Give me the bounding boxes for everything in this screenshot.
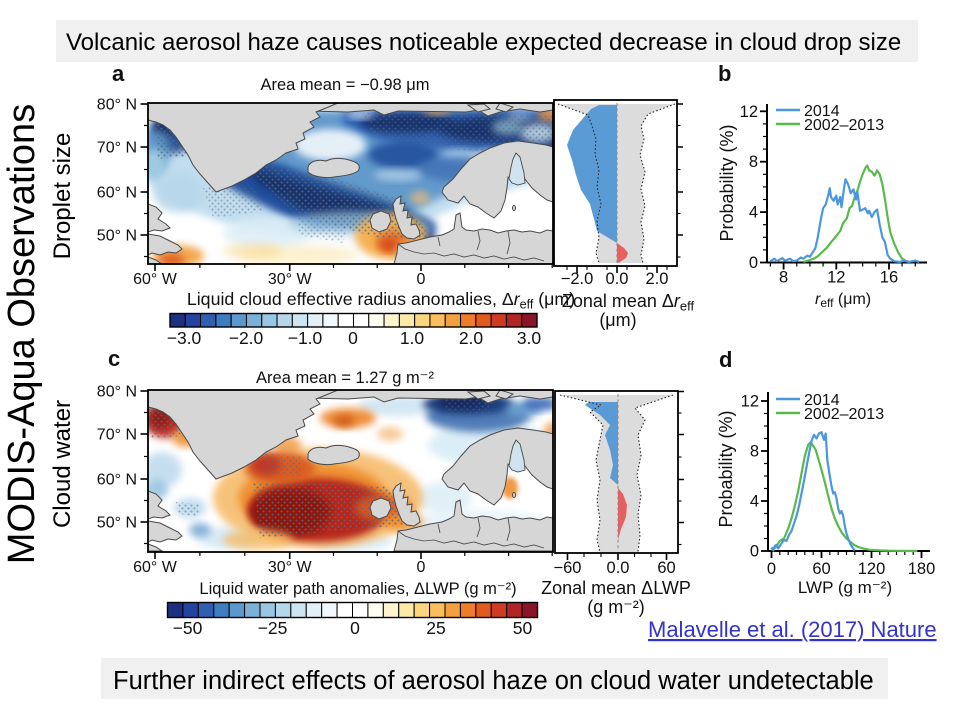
svg-text:4: 4	[749, 204, 758, 222]
svg-text:Further indirect effects of ae: Further indirect effects of aerosol haze…	[113, 667, 874, 695]
svg-text:80° N: 80° N	[97, 384, 137, 401]
svg-text:Probability (%): Probability (%)	[717, 124, 737, 241]
svg-text:60° N: 60° N	[97, 185, 137, 202]
svg-text:Zonal mean Δreff: Zonal mean Δreff	[562, 291, 695, 314]
svg-text:Cloud water: Cloud water	[49, 400, 76, 528]
svg-text:−2.0: −2.0	[229, 328, 264, 348]
svg-text:(μm): (μm)	[599, 310, 636, 330]
svg-text:a: a	[112, 61, 125, 86]
svg-text:60° N: 60° N	[97, 472, 137, 489]
svg-text:0: 0	[348, 328, 358, 348]
svg-text:12: 12	[740, 103, 758, 121]
svg-text:b: b	[718, 61, 731, 86]
svg-text:Area mean = 1.27 g m⁻²: Area mean = 1.27 g m⁻²	[256, 369, 434, 387]
svg-text:0: 0	[749, 254, 758, 272]
svg-text:70° N: 70° N	[97, 140, 137, 157]
svg-text:−3.0: −3.0	[167, 328, 202, 348]
svg-text:Liquid cloud effective radius: Liquid cloud effective radius anomalies,…	[187, 289, 575, 312]
svg-text:30° W: 30° W	[268, 559, 313, 576]
svg-text:0: 0	[350, 618, 360, 638]
svg-text:−60: −60	[554, 559, 582, 577]
svg-text:Area mean = −0.98 μm: Area mean = −0.98 μm	[260, 76, 429, 94]
svg-text:60° W: 60° W	[133, 271, 178, 288]
svg-text:2014: 2014	[804, 392, 840, 409]
svg-text:120: 120	[858, 560, 886, 578]
svg-text:60: 60	[657, 559, 675, 577]
svg-text:Malavelle et al. (2017) Nature: Malavelle et al. (2017) Nature	[648, 617, 937, 642]
svg-text:50: 50	[513, 618, 533, 638]
svg-text:1.0: 1.0	[400, 328, 425, 348]
svg-text:60° W: 60° W	[133, 559, 178, 576]
svg-text:4: 4	[750, 493, 759, 511]
svg-text:reff (μm): reff (μm)	[815, 291, 871, 310]
svg-text:c: c	[108, 346, 120, 371]
svg-text:70° N: 70° N	[97, 427, 137, 444]
svg-text:8: 8	[750, 443, 759, 461]
svg-text:16: 16	[880, 269, 898, 287]
svg-text:Volcanic aerosol haze causes n: Volcanic aerosol haze causes noticeable …	[66, 29, 901, 56]
svg-text:−25: −25	[258, 618, 288, 638]
svg-text:2014: 2014	[804, 103, 840, 120]
svg-text:180: 180	[908, 560, 936, 578]
svg-text:−1.0: −1.0	[288, 328, 323, 348]
svg-text:80° N: 80° N	[97, 97, 137, 114]
svg-text:Liquid water path anomalies, Δ: Liquid water path anomalies, ΔLWP (g m⁻²…	[199, 580, 516, 598]
svg-text:8: 8	[749, 153, 758, 171]
svg-text:(g m⁻²): (g m⁻²)	[587, 597, 645, 617]
svg-text:0: 0	[767, 560, 776, 578]
svg-text:30° W: 30° W	[268, 271, 313, 288]
svg-text:Probability (%): Probability (%)	[716, 410, 736, 527]
svg-text:60: 60	[812, 560, 830, 578]
svg-text:2002–2013: 2002–2013	[804, 406, 884, 423]
svg-text:8: 8	[779, 269, 788, 287]
svg-text:Zonal mean ΔLWP: Zonal mean ΔLWP	[541, 578, 691, 598]
svg-text:3.0: 3.0	[517, 328, 542, 348]
svg-text:0: 0	[417, 271, 426, 288]
svg-text:LWP (g m⁻²): LWP (g m⁻²)	[798, 578, 892, 597]
svg-text:50° N: 50° N	[97, 515, 137, 532]
svg-text:0: 0	[417, 559, 426, 576]
svg-text:0.0: 0.0	[607, 559, 630, 577]
svg-text:12: 12	[741, 393, 759, 411]
svg-text:2.0: 2.0	[646, 270, 669, 288]
svg-text:25: 25	[426, 618, 445, 638]
svg-text:−50: −50	[173, 618, 203, 638]
svg-text:Droplet size: Droplet size	[49, 133, 76, 260]
svg-text:2002–2013: 2002–2013	[804, 117, 884, 134]
svg-text:50° N: 50° N	[97, 228, 137, 245]
svg-text:12: 12	[827, 269, 845, 287]
svg-text:MODIS-Aqua Observations: MODIS-Aqua Observations	[1, 104, 43, 564]
svg-text:0.0: 0.0	[606, 270, 629, 288]
svg-text:0: 0	[750, 543, 759, 561]
svg-text:d: d	[719, 347, 732, 372]
svg-text:2.0: 2.0	[459, 328, 484, 348]
svg-text:−2.0: −2.0	[561, 270, 594, 288]
